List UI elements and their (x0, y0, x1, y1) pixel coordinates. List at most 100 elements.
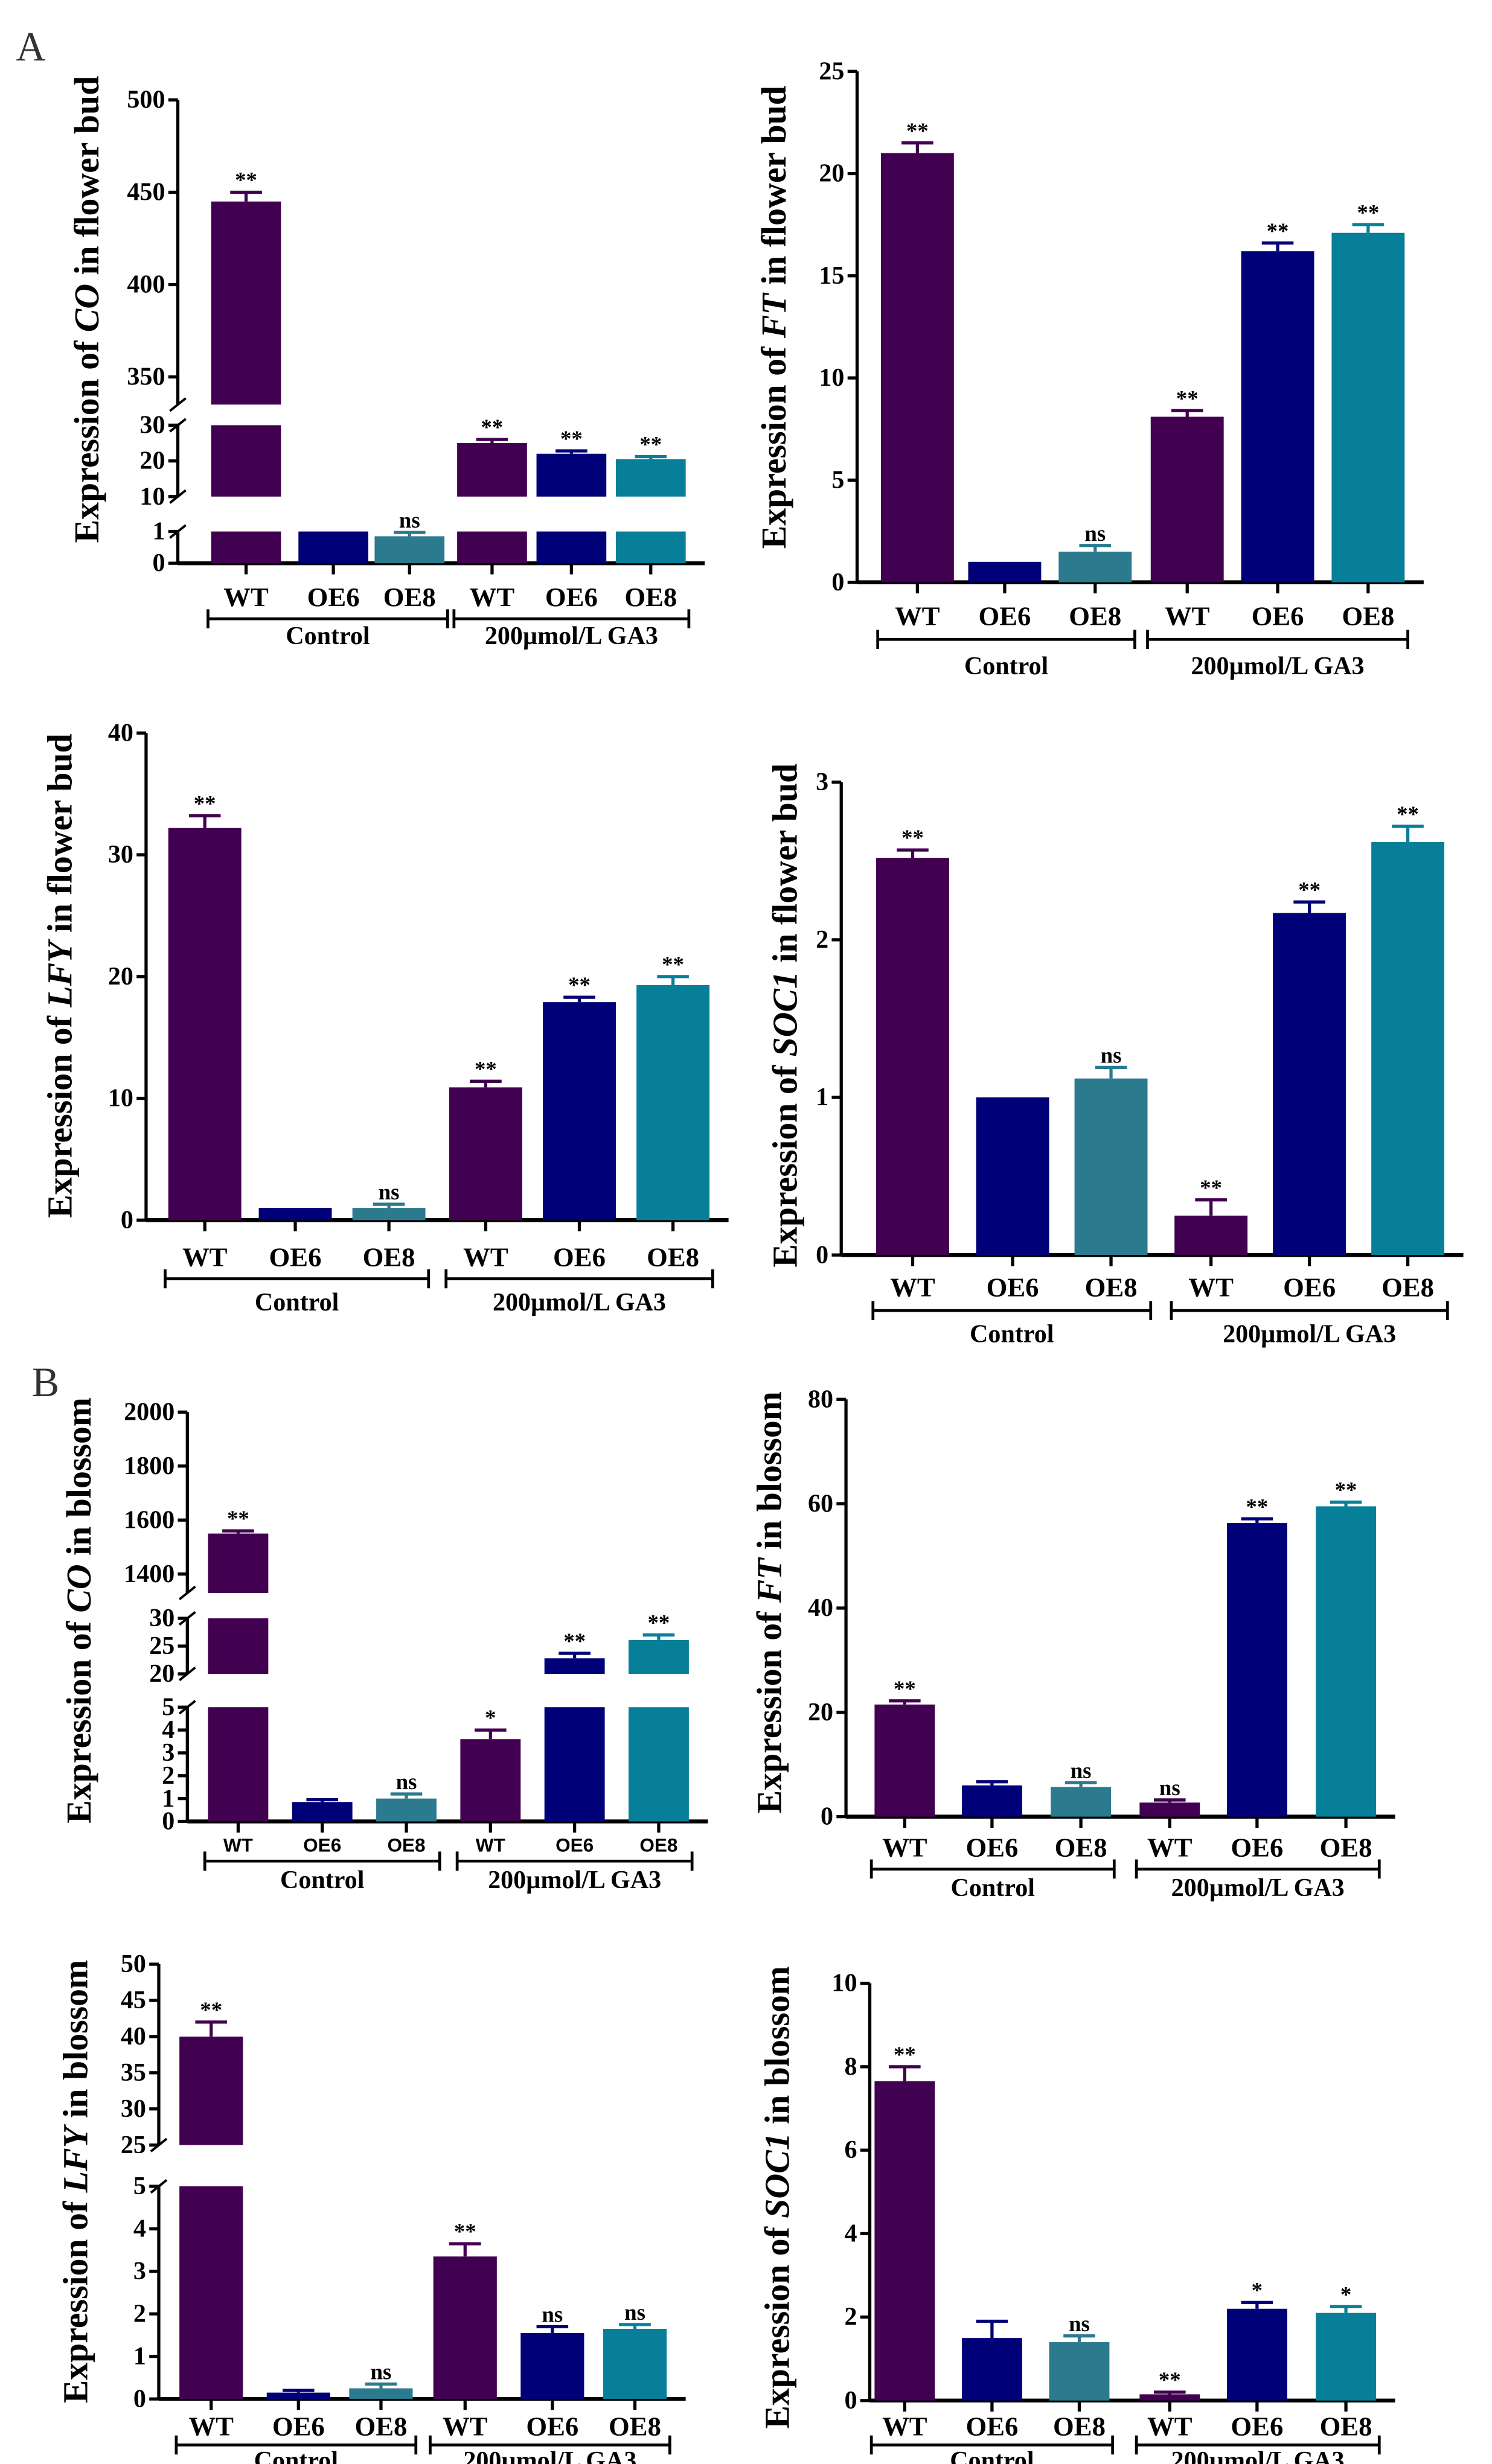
significance-label: ** (1335, 1478, 1357, 1502)
axis-break-mark (169, 418, 187, 433)
significance-label: * (485, 1705, 496, 1730)
y-axis-label-gene: FT (749, 1557, 789, 1604)
group-label: 200µmol/L GA3 (485, 622, 658, 650)
significance-label: ns (1071, 1758, 1092, 1783)
y-tick-label: 30 (108, 841, 133, 869)
group-bracket (207, 609, 449, 628)
bar-oe6 (292, 1802, 353, 1822)
y-tick-label: 10 (819, 364, 844, 392)
x-category-label: OE8 (1342, 601, 1394, 631)
x-category-label: OE8 (363, 1242, 415, 1272)
significance-label: ** (639, 432, 662, 457)
y-tick-label: 2 (162, 1762, 174, 1790)
y-tick-label: 0 (831, 569, 844, 596)
y-axis-label-ylabel-prefix: Expression of (749, 1603, 789, 1813)
bar-oe8 (352, 1208, 426, 1221)
significance-label: ** (901, 825, 924, 850)
x-category-label: OE8 (1320, 2411, 1372, 2442)
x-category-label: OE8 (1055, 1832, 1107, 1862)
significance-label: ** (235, 168, 257, 193)
y-tick-label: 25 (149, 1632, 174, 1660)
bar-wt (1174, 1215, 1248, 1256)
group-label: 200µmol/L GA3 (488, 1866, 661, 1894)
y-tick-label: 1 (162, 1785, 174, 1813)
x-category-label: WT (1188, 1272, 1234, 1302)
bar-oe8 (1371, 842, 1445, 1256)
bar-oe6 (968, 561, 1042, 582)
y-axis-label-ylabel-prefix: Expression of (757, 2218, 796, 2429)
y-tick-label: 30 (139, 412, 165, 439)
y-tick-label: 4 (162, 1716, 174, 1744)
group-bracket (444, 1269, 714, 1289)
bar-oe8 (1316, 2312, 1376, 2401)
y-tick-label: 2 (844, 2303, 857, 2331)
bar-wt (211, 531, 281, 564)
axis-break-mark (150, 2178, 168, 2194)
x-category-label: OE6 (555, 1834, 594, 1856)
bar-oe6 (544, 1658, 605, 1674)
group-label: 200µmol/L GA3 (1223, 1321, 1396, 1348)
y-tick-label: 5 (831, 467, 844, 494)
significance-label: ** (454, 2219, 476, 2244)
chart-ft_bud: 0 5 10 15 20 25 ** WT OE6 ns OE8 ** WT ** OE6 ** OE8 Cont… (754, 57, 1424, 680)
bar-oe6 (298, 531, 368, 564)
group-label: Control (964, 653, 1048, 680)
y-axis-label: Expression of FT in blossom (749, 1391, 789, 1813)
bar-wt (874, 1704, 935, 1817)
y-tick-label: 25 (819, 57, 844, 85)
y-tick-label: 10 (108, 1085, 133, 1112)
y-axis-label-gene: CO (67, 284, 106, 332)
chart-ft_blossom: 0 20 40 60 80 ** WT OE6 ns OE8 ns WT ** OE6 ** OE8 Contr… (749, 1385, 1395, 1902)
bar-oe8 (636, 985, 710, 1221)
significance-label: * (1340, 2282, 1351, 2306)
x-category-label: WT (1147, 1832, 1193, 1862)
significance-label: ** (1298, 877, 1321, 902)
bar-wt (168, 828, 242, 1221)
bar-oe8 (1331, 232, 1405, 582)
y-tick-label: 20 (808, 1699, 833, 1726)
y-tick-label: 40 (808, 1594, 833, 1622)
group-label: Control (950, 2447, 1034, 2464)
significance-label: ** (1176, 386, 1199, 410)
y-tick-label: 2000 (124, 1398, 174, 1426)
group-label: Control (280, 1866, 364, 1894)
y-axis-label-ylabel-prefix: Expression of (56, 2192, 95, 2403)
axis-break-mark (178, 1585, 196, 1601)
x-category-label: OE8 (383, 582, 436, 612)
group-label: Control (255, 1289, 339, 1317)
y-tick-label: 3 (816, 768, 828, 796)
x-category-label: OE8 (355, 2411, 408, 2442)
panel-letter-b: B (32, 1359, 60, 1405)
group-bracket (1135, 2435, 1381, 2455)
x-category-label: WT (223, 582, 269, 612)
x-category-label: OE6 (965, 1832, 1018, 1862)
y-tick-label: 20 (149, 1660, 174, 1688)
y-tick-label: 10 (831, 1970, 857, 1997)
bar-wt (457, 442, 527, 497)
x-category-label: OE6 (1283, 1272, 1336, 1302)
axis-break-mark (178, 1700, 196, 1715)
bar-oe8 (628, 1707, 689, 1822)
y-tick-label: 0 (821, 1803, 833, 1831)
axis-break-mark (169, 397, 187, 412)
y-tick-label: 0 (816, 1241, 828, 1269)
bar-oe8 (1051, 1787, 1112, 1817)
y-axis-label-ylabel-prefix: Expression of (766, 1057, 805, 1268)
x-category-label: WT (182, 1242, 228, 1272)
significance-label: ** (194, 791, 216, 816)
y-tick-label: 40 (121, 2023, 146, 2051)
y-tick-label: 20 (108, 963, 133, 991)
bar-oe6 (961, 2338, 1022, 2401)
bar-oe6 (976, 1097, 1049, 1256)
significance-label: ** (563, 1629, 586, 1653)
y-tick-label: 3 (133, 2258, 146, 2285)
y-axis-label-ylabel-suffix: in flower bud (754, 86, 793, 293)
y-tick-label: 80 (808, 1385, 833, 1413)
y-tick-label: 0 (844, 2387, 857, 2415)
significance-label: ** (662, 952, 684, 977)
x-category-label: OE6 (1231, 1832, 1283, 1862)
bar-wt (1150, 417, 1224, 582)
y-axis-label: Expression of LFY in flower bud (40, 733, 79, 1218)
y-axis-label-gene: SOC1 (757, 2133, 796, 2218)
